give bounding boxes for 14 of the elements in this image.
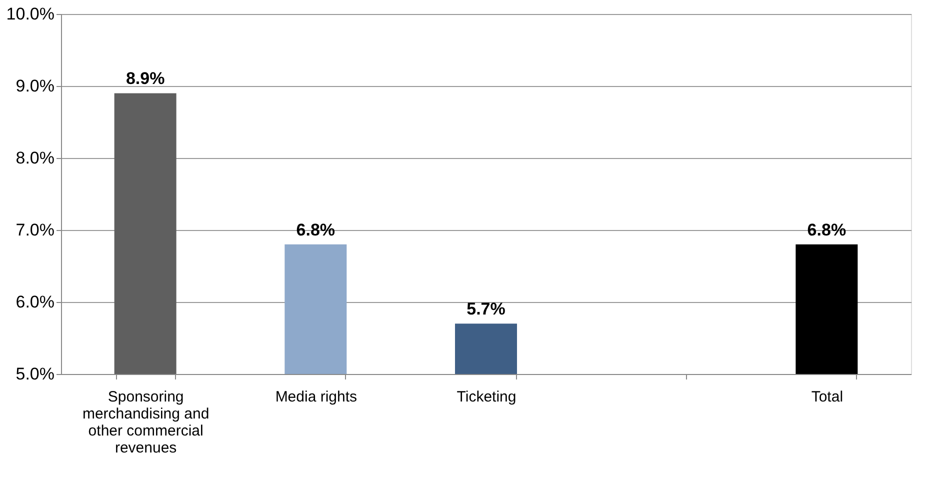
y-tick-label: 6.0% (16, 292, 54, 312)
y-tick-label: 7.0% (16, 220, 54, 240)
y-tick-label: 10.0% (6, 4, 54, 24)
x-tick-label: Sponsoring merchandising and other commercial revenues (82, 388, 210, 456)
data-label: 8.9% (126, 69, 165, 88)
data-label: 6.8% (296, 220, 336, 240)
y-tick-label: 5.0% (16, 364, 54, 384)
x-tick-label: Total (811, 388, 844, 406)
data-label: 6.8% (807, 220, 846, 240)
x-tick-label: Media rights (275, 388, 358, 406)
x-tick-label: Ticketing (456, 388, 516, 406)
y-tick-label: 8.0% (16, 148, 54, 168)
y-tick-label: 9.0% (16, 76, 54, 96)
data-label: 5.7% (466, 300, 506, 319)
